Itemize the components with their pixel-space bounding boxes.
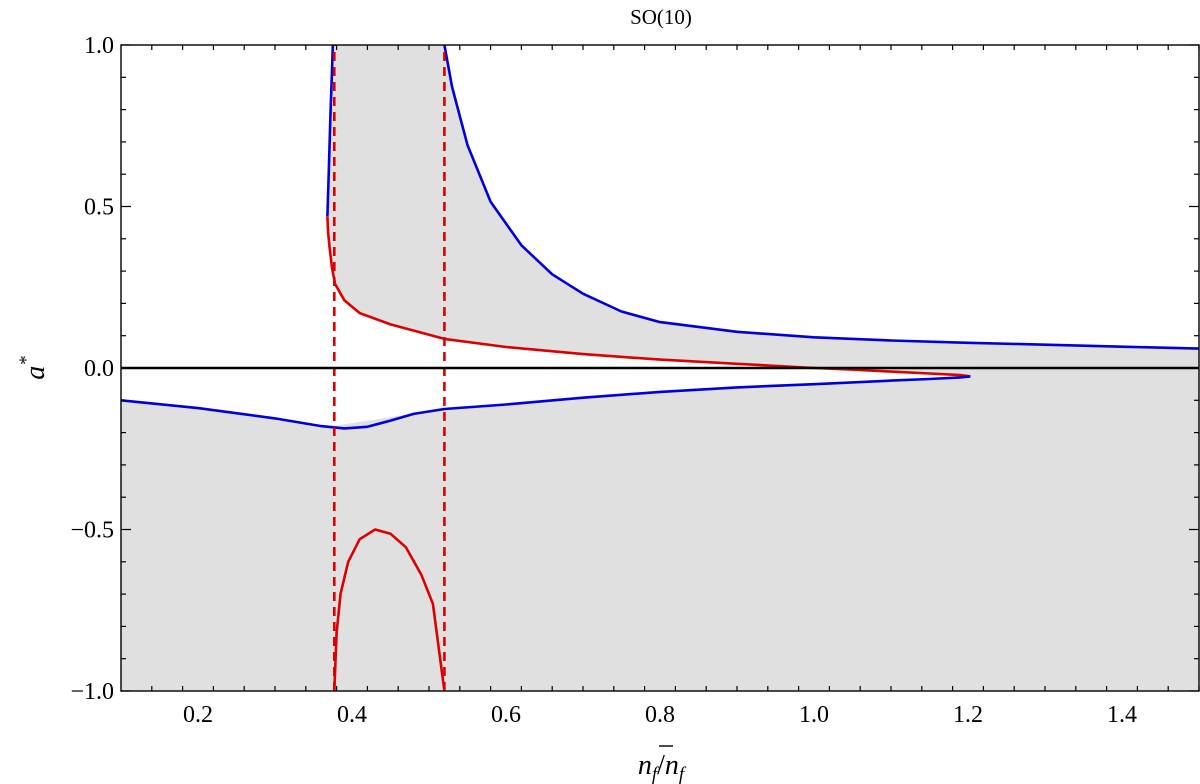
shaded-region-1 (120, 367, 1200, 692)
tick-labels: 0.2 0.4 0.6 0.8 1.0 1.2 1.4 −1.0 −0.5 0.0 0.5 1.0 (70, 33, 1137, 728)
series-line-3 (120, 375, 971, 430)
series-line-1 (326, 44, 335, 217)
series-line-5 (333, 528, 446, 692)
y-tick-label: 0.0 (84, 356, 114, 382)
y-tick-label: −1.0 (70, 679, 114, 705)
shaded-region-2 (327, 44, 1200, 377)
chart-title: SO(10) (630, 5, 692, 29)
series-line-2 (326, 216, 971, 378)
series-line-4 (443, 44, 1200, 350)
x-tick-label: 0.8 (645, 702, 675, 728)
y-axis-label: a* (16, 356, 51, 380)
axis-ticks (121, 44, 1200, 692)
y-tick-label: 0.5 (84, 195, 114, 221)
series-group (120, 44, 1200, 692)
x-tick-label: 1.4 (1107, 702, 1137, 728)
x-tick-label: 0.6 (491, 702, 521, 728)
x-tick-label: 1.2 (953, 702, 983, 728)
x-axis-label: nf/nf (638, 750, 687, 784)
x-tick-label: 0.2 (183, 702, 213, 728)
y-tick-label: −0.5 (70, 518, 114, 544)
y-tick-label: 1.0 (84, 33, 114, 59)
x-tick-label: 1.0 (799, 702, 829, 728)
x-tick-label: 0.4 (337, 702, 367, 728)
